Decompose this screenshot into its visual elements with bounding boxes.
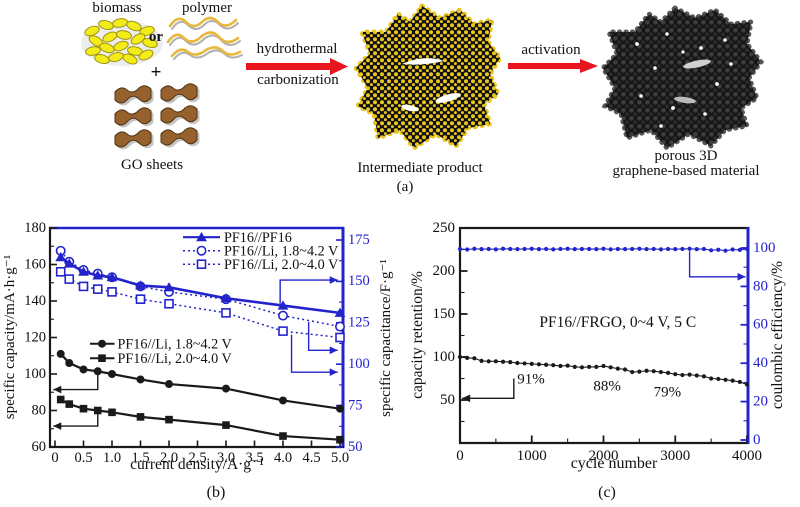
y-left-tick-label: 150 bbox=[433, 306, 456, 322]
y-right-tick-label: 125 bbox=[348, 315, 370, 331]
y-right-tick-label: 100 bbox=[348, 356, 370, 372]
y-left-tick-label: 80 bbox=[32, 402, 47, 418]
y-left-tick-label: 120 bbox=[24, 329, 46, 345]
x-tick-label: 0 bbox=[51, 450, 58, 466]
activation-arrow-icon bbox=[508, 59, 598, 73]
x-axis-title: current density/A·g⁻¹ bbox=[130, 456, 264, 473]
series-1 bbox=[457, 246, 750, 253]
y-left-tick-label: 100 bbox=[24, 366, 46, 382]
y-right-tick-label: 80 bbox=[753, 278, 768, 294]
x-tick-label: 0 bbox=[456, 448, 464, 464]
y-left-axis-title: specific capacity/mA·h·g⁻¹ bbox=[2, 255, 18, 419]
plus-label: + bbox=[150, 62, 162, 83]
y-right-axis-title: coulombic efficiency/% bbox=[769, 261, 786, 409]
y-left-tick-label: 50 bbox=[440, 392, 455, 408]
go-sheets-label: GO sheets bbox=[120, 157, 184, 173]
hydrothermal-arrow-icon bbox=[246, 58, 348, 75]
x-tick-label: 1.0 bbox=[103, 450, 121, 466]
x-tick-label: 2.5 bbox=[188, 450, 206, 466]
y-right-tick-label: 0 bbox=[753, 432, 761, 448]
series-2 bbox=[55, 267, 345, 343]
x-tick-label: 2000 bbox=[589, 448, 619, 464]
polymer-icon bbox=[166, 16, 243, 60]
y-left-tick-label: 100 bbox=[433, 349, 456, 365]
y-right-tick-label: 75 bbox=[348, 397, 363, 413]
biomass-icon bbox=[81, 18, 163, 66]
y-left-axis-title: capacity retention/% bbox=[409, 271, 426, 399]
y-left-tick-label: 160 bbox=[24, 256, 46, 272]
y-right-tick-label: 150 bbox=[348, 273, 370, 289]
legend-label: PF16//Li, 2.0~4.0 V bbox=[224, 257, 339, 273]
x-tick-label: 4000 bbox=[732, 448, 762, 464]
y-right-tick-label: 100 bbox=[753, 240, 776, 256]
go-sheets-icon bbox=[114, 83, 200, 150]
legend-label: PF16//Li, 1.8~4.2 V bbox=[118, 337, 233, 353]
intermediate-product-label: Intermediate product bbox=[357, 160, 483, 176]
rate-capability-chart: 60 80 100 120 140 160 180 0 0.5 1.0 1.5 2.0 2.5 3.0 3.… bbox=[2, 220, 394, 473]
retention-point-label: 79% bbox=[654, 385, 682, 401]
panel-a-schematic: biomass polymer bbox=[0, 0, 800, 196]
y-right-tick-label: 175 bbox=[348, 232, 370, 248]
y-right-tick-label: 60 bbox=[753, 317, 768, 333]
x-tick-label: 1000 bbox=[517, 448, 547, 464]
y-right-tick-label: 40 bbox=[753, 355, 768, 371]
x-axis-title: cycle number bbox=[571, 455, 658, 472]
x-tick-label: 3000 bbox=[660, 448, 690, 464]
x-tick-label: 5.0 bbox=[331, 450, 349, 466]
y-right-tick-label: 20 bbox=[753, 394, 768, 410]
porous-label-line1: porous 3D bbox=[654, 148, 718, 164]
legend-label: PF16//PF16 bbox=[224, 230, 292, 246]
panel-a-caption: (a) bbox=[396, 179, 414, 195]
y-left-tick-label: 180 bbox=[24, 220, 46, 236]
carbonization-label: carbonization bbox=[257, 72, 339, 88]
series-0 bbox=[457, 354, 750, 387]
biomass-label: biomass bbox=[92, 0, 142, 16]
porous-material-icon bbox=[599, 4, 765, 152]
y-left-tick-label: 250 bbox=[433, 220, 456, 236]
y-right-tick-label: 50 bbox=[348, 439, 363, 455]
x-tick-label: 2.0 bbox=[160, 450, 178, 466]
y-left-tick-label: 140 bbox=[24, 293, 46, 309]
hydrothermal-label: hydrothermal bbox=[256, 41, 338, 57]
y-right-axis-title: specific capacitance/F·g⁻¹ bbox=[378, 259, 394, 417]
y-left-tick-label: 60 bbox=[32, 439, 47, 455]
x-tick-label: 0.5 bbox=[74, 450, 92, 466]
panel-c-caption: (c) bbox=[598, 484, 616, 501]
activation-label: activation bbox=[521, 42, 581, 58]
polymer-label: polymer bbox=[182, 0, 232, 16]
x-tick-label: 3.0 bbox=[217, 450, 235, 466]
legend-label: PF16//Li, 2.0~4.0 V bbox=[118, 351, 233, 367]
x-tick-label: 4.0 bbox=[274, 450, 292, 466]
x-tick-label: 4.5 bbox=[302, 450, 320, 466]
retention-point-label: 88% bbox=[593, 379, 621, 395]
retention-point-label: 91% bbox=[517, 372, 545, 388]
porous-label-line2: graphene-based material bbox=[612, 163, 760, 179]
x-tick-label: 3.5 bbox=[245, 450, 263, 466]
or-label: or bbox=[148, 29, 164, 45]
panel-b-caption: (b) bbox=[206, 484, 226, 501]
x-tick-label: 1.5 bbox=[131, 450, 149, 466]
legend-label: PF16//Li, 1.8~4.2 V bbox=[224, 244, 339, 260]
series-0 bbox=[55, 252, 346, 317]
intermediate-product-icon bbox=[352, 2, 504, 152]
y-left-tick-label: 200 bbox=[433, 263, 456, 279]
condition-annotation: PF16//FRGO, 0~4 V, 5 C bbox=[539, 314, 696, 331]
